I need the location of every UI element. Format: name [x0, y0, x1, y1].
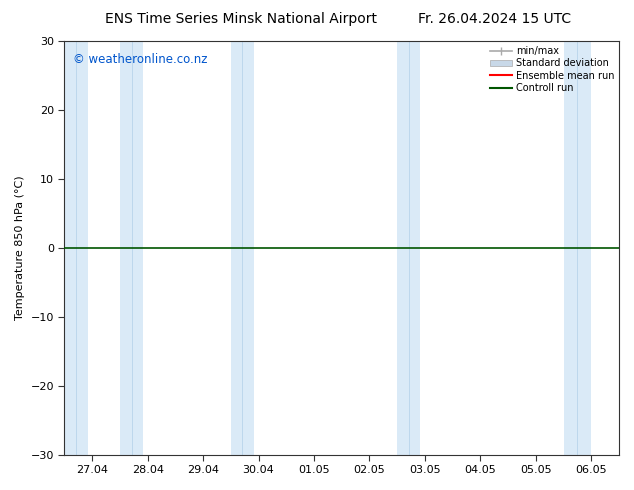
Text: ENS Time Series Minsk National Airport: ENS Time Series Minsk National Airport — [105, 12, 377, 26]
Bar — [231, 41, 254, 455]
Legend: min/max, Standard deviation, Ensemble mean run, Controll run: min/max, Standard deviation, Ensemble me… — [488, 44, 616, 95]
Bar — [120, 41, 143, 455]
Bar — [65, 41, 87, 455]
Text: Fr. 26.04.2024 15 UTC: Fr. 26.04.2024 15 UTC — [418, 12, 571, 26]
Bar — [564, 41, 592, 455]
Text: © weatheronline.co.nz: © weatheronline.co.nz — [73, 53, 207, 67]
Y-axis label: Temperature 850 hPa (°C): Temperature 850 hPa (°C) — [15, 175, 25, 320]
Bar — [397, 41, 420, 455]
